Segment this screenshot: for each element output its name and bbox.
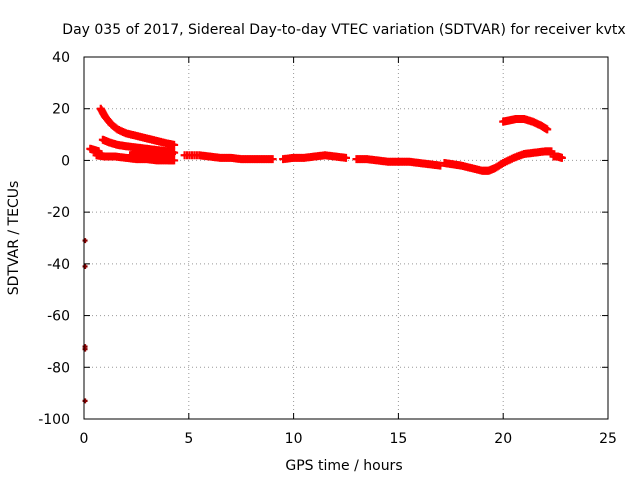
data-point	[268, 155, 277, 164]
chart-title: Day 035 of 2017, Sidereal Day-to-day VTE…	[62, 22, 625, 38]
data-point	[170, 156, 179, 165]
y-tick-label: -40	[47, 257, 70, 273]
y-tick-label: -100	[38, 412, 70, 428]
y-tick-label: 20	[52, 102, 70, 118]
y-tick-label: -80	[47, 360, 70, 376]
x-tick-label: 5	[184, 431, 193, 447]
data-layer	[82, 104, 566, 404]
grid-layer	[84, 57, 608, 419]
data-point	[168, 149, 177, 158]
data-point	[557, 153, 566, 162]
outlier-point	[82, 346, 88, 352]
outlier-point	[82, 263, 88, 269]
data-point	[342, 153, 350, 162]
plot-frame	[83, 56, 609, 420]
outlier-point	[82, 398, 88, 404]
data-point	[436, 161, 445, 170]
data-point	[547, 147, 556, 156]
x-tick-label: 20	[494, 431, 512, 447]
y-tick-label: 0	[61, 153, 70, 169]
y-tick-label: -60	[47, 309, 70, 325]
outlier-point	[82, 238, 88, 244]
x-tick-label: 0	[80, 431, 89, 447]
data-point	[543, 125, 552, 134]
y-tick-label: 40	[52, 50, 70, 66]
x-tick-label: 10	[285, 431, 303, 447]
tick-layer: 0 5 10 15 20 25 -100 -80 -60 -40 -20 0 20 40	[38, 50, 617, 447]
y-axis-label: SDTVAR / TECUs	[6, 181, 22, 296]
y-tick-label: -20	[47, 205, 70, 221]
x-tick-label: 25	[599, 431, 617, 447]
x-tick-label: 15	[389, 431, 407, 447]
data-point	[170, 140, 179, 149]
x-axis-label: GPS time / hours	[285, 458, 402, 474]
